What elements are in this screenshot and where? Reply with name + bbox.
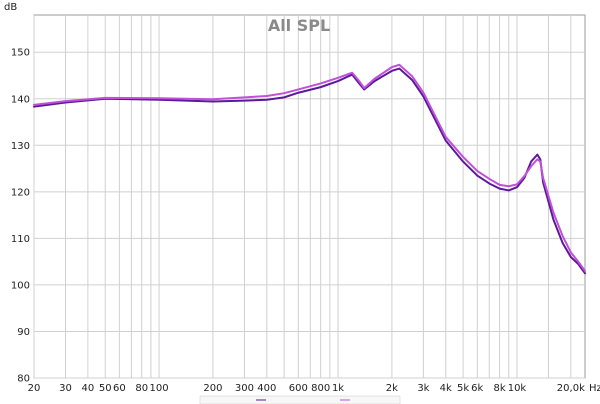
grid-lines bbox=[33, 15, 585, 379]
legend bbox=[199, 395, 401, 404]
x-tick-label: 100 bbox=[150, 383, 169, 394]
x-tick-label: 800 bbox=[311, 383, 330, 394]
x-tick-label: 30 bbox=[59, 383, 72, 394]
x-tick-label: 5k bbox=[457, 383, 469, 394]
x-tick-label: 200 bbox=[203, 383, 222, 394]
x-tick-labels: 20 30 40 50 60 80 100 200 300 400 600 800 1k 2k 3k 4k 5k… bbox=[28, 383, 585, 394]
series-line-2 bbox=[33, 63, 586, 272]
series-layer bbox=[33, 63, 586, 275]
x-tick-label: 50 bbox=[99, 383, 112, 394]
y-tick-label: 100 bbox=[11, 280, 30, 291]
plot-background bbox=[33, 14, 586, 379]
x-tick-label: 600 bbox=[289, 383, 308, 394]
y-tick-labels: 80 90 100 110 120 130 140 150 bbox=[11, 48, 30, 385]
y-tick-label: 140 bbox=[11, 94, 30, 105]
x-tick-label: 80 bbox=[135, 383, 148, 394]
x-tick-label: 400 bbox=[257, 383, 276, 394]
x-tick-label: 6k bbox=[471, 383, 483, 394]
y-tick-label: 110 bbox=[11, 234, 30, 245]
chart-title: All SPL bbox=[268, 16, 330, 35]
x-tick-label: 40 bbox=[82, 383, 95, 394]
x-tick-label: 3k bbox=[417, 383, 429, 394]
x-tick-label: 20 bbox=[28, 383, 41, 394]
x-axis-label: Hz bbox=[589, 383, 600, 394]
legend-box bbox=[199, 395, 401, 404]
x-tick-label: 300 bbox=[235, 383, 254, 394]
y-axis-label: dB bbox=[4, 2, 17, 13]
x-tick-label: 8k bbox=[494, 383, 506, 394]
y-tick-label: 90 bbox=[17, 327, 30, 338]
x-tick-label: 4k bbox=[440, 383, 452, 394]
y-tick-label: 80 bbox=[17, 374, 30, 385]
x-tick-label: 60 bbox=[113, 383, 126, 394]
y-tick-label: 120 bbox=[11, 187, 30, 198]
x-tick-label: 1k bbox=[332, 383, 344, 394]
y-tick-label: 130 bbox=[11, 141, 30, 152]
x-tick-label: 2k bbox=[386, 383, 398, 394]
x-tick-label: 10k bbox=[508, 383, 527, 394]
y-tick-label: 150 bbox=[11, 48, 30, 59]
x-tick-label: 20,0k bbox=[557, 383, 585, 394]
